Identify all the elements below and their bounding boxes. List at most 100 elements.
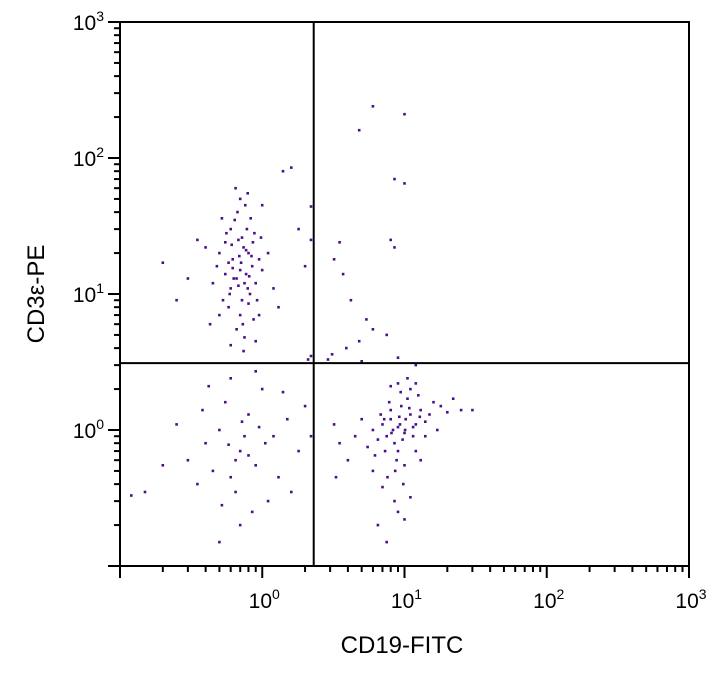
data-point bbox=[360, 360, 363, 363]
data-point bbox=[229, 287, 232, 290]
data-point bbox=[251, 241, 255, 244]
data-point bbox=[228, 292, 231, 296]
tick-label-exponent: 0 bbox=[272, 586, 280, 602]
data-point bbox=[243, 281, 246, 285]
data-point bbox=[309, 238, 313, 242]
data-point bbox=[229, 475, 232, 479]
data-point bbox=[204, 441, 207, 445]
data-point bbox=[220, 217, 224, 220]
data-point bbox=[239, 261, 243, 264]
data-point bbox=[403, 428, 407, 432]
y-tick-label: 101 bbox=[73, 280, 104, 307]
data-point bbox=[257, 258, 261, 261]
data-point bbox=[381, 485, 384, 489]
data-point bbox=[398, 423, 402, 426]
data-point bbox=[234, 186, 237, 190]
data-point bbox=[400, 404, 403, 408]
data-point bbox=[428, 413, 431, 416]
data-point bbox=[186, 458, 190, 462]
data-point bbox=[286, 417, 289, 421]
data-point bbox=[175, 298, 178, 302]
data-point bbox=[357, 339, 361, 343]
data-point bbox=[250, 510, 254, 514]
data-point bbox=[417, 394, 420, 397]
data-point bbox=[224, 272, 227, 276]
tick-label-base: 10 bbox=[391, 590, 414, 613]
data-point bbox=[406, 377, 409, 380]
data-point bbox=[303, 404, 307, 408]
data-point bbox=[247, 454, 250, 457]
data-point bbox=[253, 231, 256, 235]
data-point bbox=[254, 339, 257, 343]
tick-label-exponent: 1 bbox=[96, 280, 104, 296]
data-point bbox=[409, 387, 412, 391]
data-point bbox=[221, 298, 225, 302]
data-point bbox=[396, 449, 400, 453]
axis-ticks bbox=[108, 21, 690, 578]
tick-label-base: 10 bbox=[73, 12, 96, 35]
data-point bbox=[309, 434, 313, 438]
data-point bbox=[231, 266, 234, 270]
data-point bbox=[272, 287, 275, 290]
data-point bbox=[238, 268, 242, 272]
data-point bbox=[227, 261, 230, 264]
data-point bbox=[236, 210, 239, 214]
data-point bbox=[396, 425, 400, 429]
data-point bbox=[250, 254, 253, 258]
data-point bbox=[252, 318, 255, 321]
data-point bbox=[175, 423, 178, 426]
data-point bbox=[224, 400, 227, 404]
data-point bbox=[414, 423, 418, 426]
data-point bbox=[244, 272, 248, 276]
data-point bbox=[218, 251, 221, 255]
data-point bbox=[446, 411, 449, 414]
data-point bbox=[247, 413, 250, 416]
data-point bbox=[365, 318, 368, 321]
data-point bbox=[309, 205, 313, 208]
data-point bbox=[396, 510, 400, 514]
x-tick-label: 100 bbox=[249, 586, 280, 613]
data-point bbox=[260, 203, 264, 207]
data-point bbox=[218, 313, 221, 317]
data-point bbox=[238, 313, 242, 317]
data-point bbox=[332, 258, 336, 261]
data-point bbox=[224, 241, 227, 244]
data-point bbox=[196, 482, 199, 486]
data-point bbox=[379, 413, 382, 416]
data-point bbox=[161, 464, 165, 467]
data-point bbox=[254, 464, 257, 467]
tick-label-base: 10 bbox=[533, 590, 556, 613]
data-point bbox=[247, 302, 250, 305]
y-tick-label: 100 bbox=[73, 416, 104, 443]
data-point bbox=[215, 264, 219, 268]
data-point bbox=[225, 231, 228, 235]
data-point bbox=[403, 518, 406, 521]
data-point bbox=[208, 322, 212, 326]
data-point bbox=[411, 434, 415, 438]
data-point bbox=[245, 227, 249, 231]
data-point bbox=[290, 490, 293, 494]
data-point bbox=[403, 112, 406, 116]
data-point bbox=[389, 417, 392, 421]
data-point bbox=[254, 281, 257, 285]
data-point bbox=[404, 417, 407, 421]
tick-label-base: 10 bbox=[675, 590, 698, 613]
data-point bbox=[371, 469, 375, 473]
data-point bbox=[244, 203, 247, 207]
data-point bbox=[371, 328, 375, 331]
tick-label-exponent: 3 bbox=[699, 586, 707, 602]
data-point bbox=[230, 243, 233, 247]
data-point bbox=[243, 336, 246, 339]
data-point bbox=[242, 246, 245, 249]
tick-label-base: 10 bbox=[73, 284, 96, 307]
data-point bbox=[371, 428, 375, 432]
data-point bbox=[330, 353, 334, 356]
data-point bbox=[346, 458, 350, 462]
data-point bbox=[204, 246, 207, 249]
data-point bbox=[398, 415, 401, 419]
data-point bbox=[334, 475, 338, 479]
data-point bbox=[266, 251, 270, 255]
data-point bbox=[264, 441, 267, 445]
data-point bbox=[419, 408, 422, 412]
data-point bbox=[229, 377, 232, 380]
